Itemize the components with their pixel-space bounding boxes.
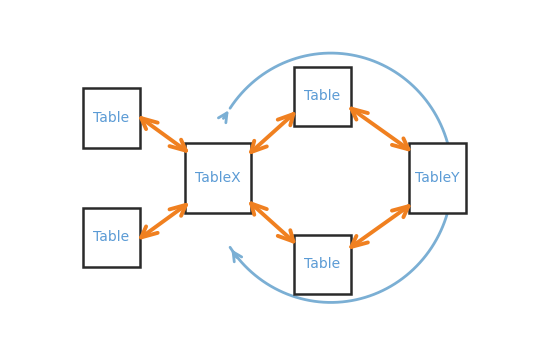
Text: Table: Table <box>304 89 340 103</box>
Bar <box>294 235 351 294</box>
Text: TableY: TableY <box>415 171 460 185</box>
Bar <box>82 88 140 148</box>
Text: TableX: TableX <box>195 171 241 185</box>
Text: Table: Table <box>304 258 340 271</box>
Text: Table: Table <box>94 231 129 244</box>
Bar <box>409 143 466 213</box>
Bar <box>294 67 351 126</box>
Bar <box>185 143 251 213</box>
Bar <box>82 208 140 267</box>
Text: Table: Table <box>94 111 129 125</box>
